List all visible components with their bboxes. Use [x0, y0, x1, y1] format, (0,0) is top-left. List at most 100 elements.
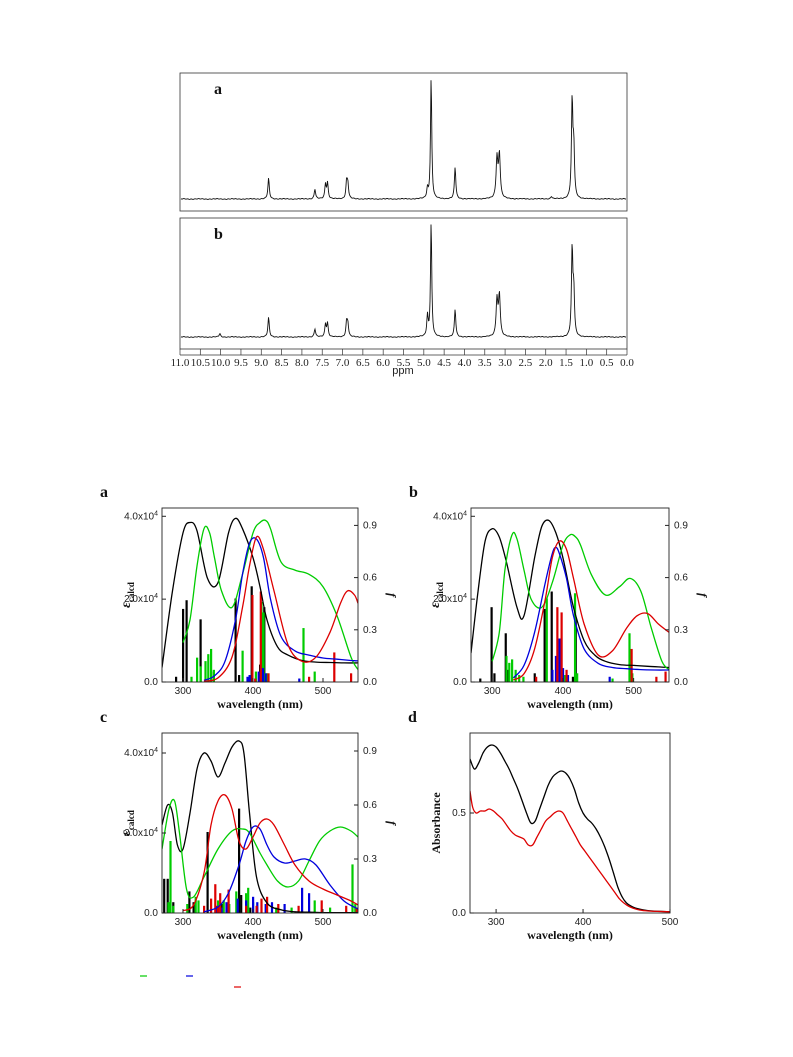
- oscillator-stick: [490, 607, 493, 682]
- y-tick-exponent: 4: [463, 593, 467, 600]
- ppm-tick-label: 7.5: [315, 357, 329, 369]
- ppm-tick-label: 1.5: [559, 357, 573, 369]
- ppm-tick-label: 8.0: [295, 357, 309, 369]
- y-tick-value: 0.5: [452, 808, 466, 819]
- y-tick-value: 0.0: [144, 908, 158, 919]
- oscillator-stick: [333, 652, 336, 682]
- oscillator-stick: [252, 896, 255, 913]
- ppm-tick-label: 1.0: [579, 357, 593, 369]
- oscillator-stick: [259, 591, 262, 682]
- ppm-tick-label: 10.5: [191, 357, 211, 369]
- y-tick-label: 0.0: [144, 677, 158, 688]
- y-tick-value: 4.0x10: [124, 511, 154, 522]
- y-tick-exponent: 4: [154, 827, 158, 834]
- oscillator-stick: [301, 887, 304, 913]
- oscillator-stick: [257, 671, 260, 682]
- x-tick-label: 500: [662, 917, 679, 928]
- x-tick-label: 500: [625, 686, 642, 697]
- oscillator-stick: [245, 905, 248, 913]
- oscillator-stick: [236, 898, 239, 913]
- oscillator-stick: [297, 905, 300, 913]
- oscillator-stick: [308, 893, 311, 913]
- oscillator-stick: [558, 638, 561, 682]
- oscillator-stick: [566, 675, 570, 682]
- oscillator-stick: [234, 598, 237, 682]
- oscillator-stick: [508, 662, 511, 682]
- oscillator-stick: [506, 669, 509, 682]
- oscillator-stick: [264, 673, 267, 682]
- spectrum-curve: [203, 535, 358, 682]
- oscillator-stick: [166, 878, 169, 913]
- y-axis-label: εcalcd: [428, 582, 445, 608]
- y2-tick-label: 0.6: [674, 573, 688, 584]
- oscillator-stick: [188, 891, 191, 913]
- oscillator-stick: [608, 676, 611, 682]
- y2-tick-label: 0.3: [363, 625, 377, 636]
- panel-label: d: [408, 709, 417, 726]
- oscillator-stick: [511, 659, 514, 682]
- x-axis-label: wavelength (nm): [217, 928, 303, 942]
- spectrum-curve: [491, 531, 669, 671]
- spectrum-curve: [470, 744, 670, 913]
- y-tick-label: 0.5: [452, 808, 466, 819]
- oscillator-stick: [308, 676, 311, 682]
- y-tick-label: 2.0x104: [433, 593, 467, 605]
- y-tick-label: 0.0: [452, 908, 466, 919]
- oscillator-stick: [217, 905, 220, 913]
- ppm-tick-label: 5.5: [397, 357, 411, 369]
- spectrum-curve: [513, 540, 669, 681]
- x-tick-label: 500: [315, 686, 332, 697]
- x-tick-label: 300: [175, 917, 192, 928]
- oscillator-stick: [214, 884, 217, 913]
- y-tick-exponent: 4: [463, 510, 467, 517]
- plot-frame: [161, 507, 359, 683]
- y2-tick-label: 0.9: [674, 520, 688, 531]
- x-axis-label: wavelength (nm): [527, 697, 613, 711]
- y2-tick-label: 0.0: [363, 677, 377, 688]
- oscillator-stick: [167, 902, 170, 913]
- x-tick-label: 400: [245, 917, 262, 928]
- plot-area: [470, 744, 670, 913]
- y-axis-label: εcalcd: [119, 810, 136, 836]
- oscillator-stick: [533, 673, 536, 682]
- oscillator-stick: [260, 898, 263, 913]
- oscillator-stick: [196, 657, 199, 682]
- oscillator-stick: [655, 676, 658, 682]
- y-axis-label: εcalcd: [119, 582, 136, 608]
- oscillator-stick: [210, 648, 213, 682]
- oscillator-stick: [351, 864, 354, 913]
- oscillator-stick: [186, 904, 189, 913]
- oscillator-stick: [505, 655, 508, 682]
- ppm-tick-label: 8.5: [275, 357, 289, 369]
- ppm-tick-label: 2.5: [519, 357, 533, 369]
- y-tick-label: 0.0: [453, 677, 467, 688]
- panel-label: a: [214, 81, 222, 98]
- oscillator-stick: [345, 905, 348, 913]
- spectrum-curve: [471, 519, 669, 669]
- oscillator-stick: [238, 808, 241, 913]
- y-tick-label: 2.0x104: [124, 827, 158, 839]
- ppm-tick-label: 7.0: [336, 357, 350, 369]
- oscillator-stick: [175, 676, 178, 682]
- ppm-axis-label: ppm: [392, 365, 413, 377]
- oscillator-stick: [551, 669, 554, 682]
- oscillator-stick: [254, 671, 257, 682]
- panel-label: b: [409, 484, 418, 501]
- y-tick-exponent: 4: [154, 747, 158, 754]
- panel-label: b: [214, 226, 223, 243]
- y-axis-subscript: calcd: [435, 582, 445, 602]
- y2-tick-label: 0.3: [363, 854, 377, 865]
- oscillator-stick: [246, 676, 249, 682]
- oscillator-stick: [247, 887, 250, 913]
- ppm-tick-label: 11.0: [171, 357, 190, 369]
- oscillator-stick: [266, 896, 269, 913]
- plot-area: [162, 517, 358, 682]
- oscillator-stick: [266, 673, 269, 682]
- oscillator-stick: [225, 902, 228, 913]
- oscillator-stick: [251, 595, 254, 682]
- oscillator-stick: [219, 893, 222, 913]
- oscillator-stick: [313, 671, 316, 682]
